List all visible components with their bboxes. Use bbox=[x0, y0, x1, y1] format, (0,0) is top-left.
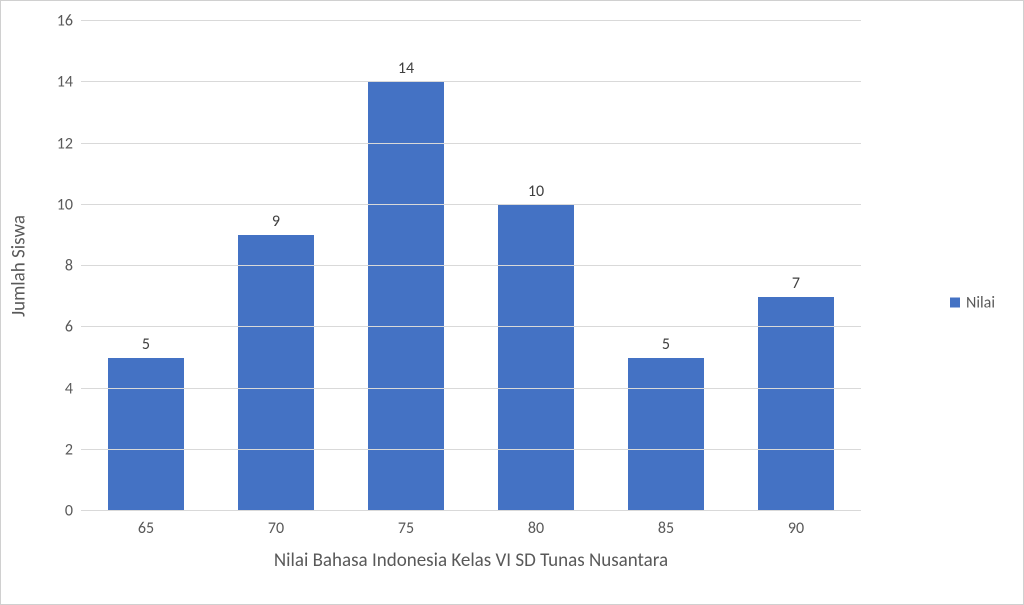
gridline bbox=[81, 326, 861, 327]
bar-value-label: 9 bbox=[272, 212, 280, 231]
y-tick-label: 4 bbox=[65, 379, 73, 398]
y-tick-label: 0 bbox=[65, 502, 73, 521]
y-tick-label: 8 bbox=[65, 257, 73, 276]
bar-value-label: 14 bbox=[398, 59, 414, 78]
gridline bbox=[81, 265, 861, 266]
bar: 5 bbox=[108, 358, 183, 511]
bar-slot: 1475 bbox=[341, 21, 471, 511]
bars-group: 56597014751080585790 bbox=[81, 21, 861, 511]
gridline bbox=[81, 510, 861, 511]
gridline bbox=[81, 449, 861, 450]
y-tick-label: 14 bbox=[57, 73, 73, 92]
gridline bbox=[81, 20, 861, 21]
bar: 7 bbox=[758, 297, 833, 511]
x-tick-label: 85 bbox=[658, 519, 674, 538]
bar-slot: 1080 bbox=[471, 21, 601, 511]
gridline bbox=[81, 204, 861, 205]
bar-slot: 585 bbox=[601, 21, 731, 511]
bar: 9 bbox=[238, 235, 313, 511]
x-tick-label: 75 bbox=[398, 519, 414, 538]
y-tick-label: 16 bbox=[57, 12, 73, 31]
plot-area: 56597014751080585790 0246810121416 bbox=[81, 21, 861, 511]
y-tick-label: 2 bbox=[65, 440, 73, 459]
bar-value-label: 10 bbox=[528, 182, 544, 201]
gridline bbox=[81, 81, 861, 82]
y-tick-label: 6 bbox=[65, 318, 73, 337]
bar: 14 bbox=[368, 82, 443, 511]
legend-label: Nilai bbox=[966, 293, 995, 312]
bar-slot: 790 bbox=[731, 21, 861, 511]
y-tick-label: 12 bbox=[57, 134, 73, 153]
chart-container: 56597014751080585790 0246810121416 Jumla… bbox=[0, 0, 1024, 605]
bar-slot: 565 bbox=[81, 21, 211, 511]
x-tick-label: 70 bbox=[268, 519, 284, 538]
x-tick-label: 65 bbox=[138, 519, 154, 538]
bar-value-label: 5 bbox=[662, 335, 670, 354]
bar: 5 bbox=[628, 358, 703, 511]
y-axis-title: Jumlah Siswa bbox=[8, 164, 31, 266]
x-axis-title: Nilai Bahasa Indonesia Kelas VI SD Tunas… bbox=[81, 549, 861, 572]
bar-value-label: 5 bbox=[142, 335, 150, 354]
y-tick-label: 10 bbox=[57, 195, 73, 214]
x-tick-label: 90 bbox=[788, 519, 804, 538]
bar-value-label: 7 bbox=[792, 274, 800, 293]
legend: Nilai bbox=[950, 293, 995, 312]
gridline bbox=[81, 388, 861, 389]
bar: 10 bbox=[498, 205, 573, 511]
x-tick-label: 80 bbox=[528, 519, 544, 538]
gridline bbox=[81, 143, 861, 144]
legend-swatch bbox=[950, 298, 960, 308]
bar-slot: 970 bbox=[211, 21, 341, 511]
